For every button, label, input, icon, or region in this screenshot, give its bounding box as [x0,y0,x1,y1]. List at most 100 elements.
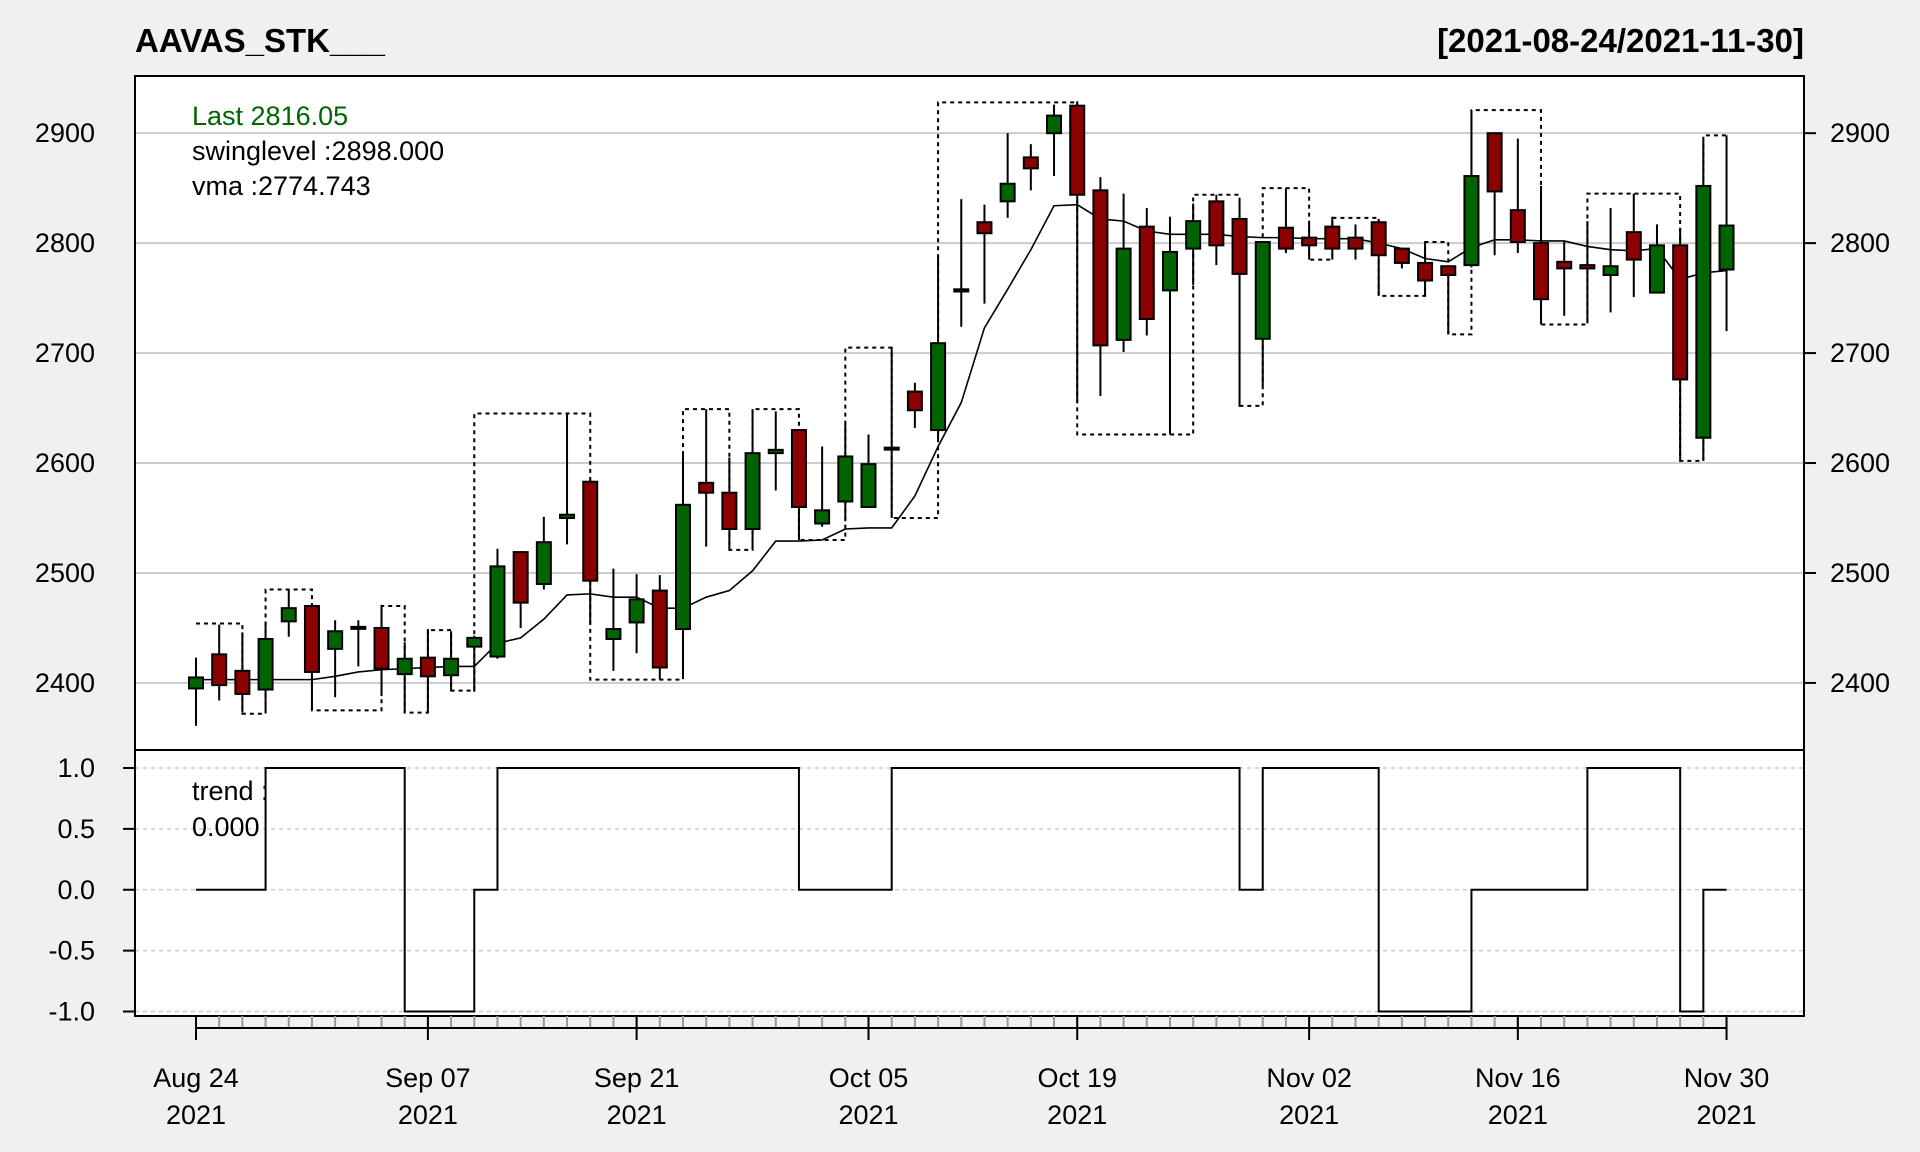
x-tick-label-year: 2021 [1279,1100,1339,1130]
x-tick-label-date: Sep 21 [594,1063,680,1093]
trend-panel [135,750,1804,1016]
candle-down [582,480,599,582]
candle-down [512,551,529,604]
candle-down [1277,226,1294,250]
candle-up [744,452,761,530]
price-tick-label-right: 2700 [1830,338,1890,368]
candle-up [559,513,576,520]
price-tick-label-right: 2600 [1830,448,1890,478]
candle-down [1347,236,1364,250]
trend-tick-label: 1.0 [57,753,95,783]
candle-down [234,669,251,695]
candle-up [860,463,877,509]
candle-up [466,636,483,648]
candle-down [953,288,970,293]
trend-tick-label: 0.0 [57,875,95,905]
candle-down [698,481,715,494]
candle-down [1509,209,1526,244]
candle-up [930,342,947,432]
candle-up [1463,175,1480,267]
price-tick-label-right: 2900 [1830,118,1890,148]
candle-up [489,565,506,658]
candle-up [443,657,460,677]
trend-tick-label: -0.5 [48,936,95,966]
candle-up [628,598,645,624]
candle-up [396,657,413,676]
candle-down [1533,242,1550,301]
candle-down [790,429,807,509]
price-panel [135,76,1804,750]
x-tick-label-date: Oct 05 [829,1063,909,1093]
candle-down [1672,244,1689,381]
candle-up [1115,247,1132,341]
trend-line [196,767,1727,1013]
candle-down [1208,200,1225,247]
price-tick-label-left: 2500 [35,558,95,588]
x-tick-label-date: Oct 19 [1037,1063,1117,1093]
x-tick-label-year: 2021 [838,1100,898,1130]
price-tick-label-left: 2400 [35,668,95,698]
candle-up [188,676,204,690]
legend-swinglevel: swinglevel :2898.000 [192,136,444,166]
candle-up [1695,184,1712,439]
trend-step-path [196,767,1727,1013]
candle-up [837,455,854,503]
legend-last: Last 2816.05 [192,101,348,131]
candle-down [1324,225,1341,250]
candle-down [1417,261,1434,282]
candle-down [651,589,668,669]
candle-down [303,604,320,673]
candle-down [1579,264,1596,270]
price-tick-label-left: 2700 [35,338,95,368]
candle-down [373,626,390,670]
x-tick-label-year: 2021 [166,1100,226,1130]
candle-down [1370,221,1387,257]
candle-up [1185,220,1202,250]
candle-down [1486,132,1503,193]
candle-down [1092,189,1109,347]
candle-up [1161,250,1178,292]
candle-up [1718,224,1735,271]
x-tick-label-year: 2021 [1697,1100,1757,1130]
x-tick-label-date: Nov 16 [1475,1063,1561,1093]
candle-up [674,503,691,631]
trend-tick-label: 0.5 [57,814,95,844]
candle-down [1022,156,1039,170]
x-tick-label-date: Nov 30 [1684,1063,1770,1093]
candle-down [976,221,993,235]
price-tick-label-left: 2800 [35,228,95,258]
date-range-label: [2021-08-24/2021-11-30] [1437,22,1804,59]
candle-down [419,656,436,678]
legend-trend-label: trend : [192,776,269,806]
price-tick-label-left: 2900 [35,118,95,148]
chart-title: AAVAS_STK___ [135,22,386,59]
candle-up [280,607,297,623]
candle-up [999,182,1016,203]
candle-down [1625,231,1642,261]
candle-up [257,637,274,691]
axes: 2400 2400 2500 2500 2600 2600 2700 2700 2800 2800… [35,118,1890,1130]
candle-down [906,390,923,412]
x-tick-label-date: Nov 02 [1266,1063,1352,1093]
candle-down [1069,104,1086,196]
candle-down [1301,236,1318,247]
candle-up [327,630,344,650]
trend-tick-label: -1.0 [48,997,95,1027]
candle-down [721,491,738,530]
candle-down [1231,217,1248,275]
candle-down [1440,265,1457,277]
candle-down [1393,247,1410,264]
candle-up [350,625,367,630]
candle-down [211,653,228,687]
candle-up [1602,265,1619,277]
candle-up [767,448,784,455]
candle-up [535,541,552,585]
price-tick-label-right: 2500 [1830,558,1890,588]
x-tick-label-year: 2021 [607,1100,667,1130]
candle-up [1254,241,1271,340]
candles [188,101,1735,726]
price-tick-label-right: 2800 [1830,228,1890,258]
x-tick-label-year: 2021 [398,1100,458,1130]
x-tick-label-date: Sep 07 [385,1063,471,1093]
